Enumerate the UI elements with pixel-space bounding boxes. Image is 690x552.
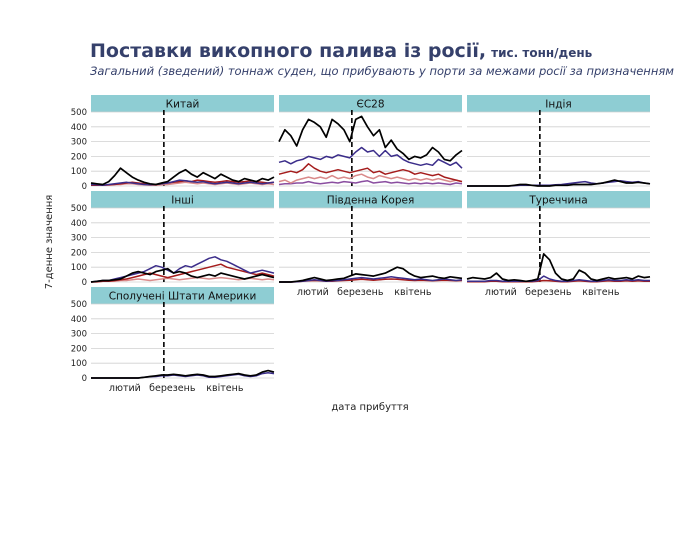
series-line bbox=[278, 146, 463, 169]
facet-strip bbox=[91, 287, 274, 304]
series-line bbox=[278, 173, 463, 184]
facet-strip bbox=[279, 95, 462, 112]
x-tick-label: лютий bbox=[109, 383, 141, 394]
y-tick-label: 100 bbox=[71, 263, 87, 273]
x-tick-label: лютий bbox=[485, 287, 517, 298]
facet-strip-label: Індія bbox=[545, 99, 571, 111]
y-tick-label: 100 bbox=[71, 167, 87, 177]
series-line bbox=[90, 267, 275, 283]
facet-strip-label: Туреччина bbox=[528, 195, 587, 207]
x-tick-label: березень bbox=[337, 287, 384, 298]
x-tick-label: квітень bbox=[582, 287, 620, 298]
y-tick-label: 500 bbox=[71, 204, 87, 214]
series-line bbox=[278, 163, 463, 183]
facet-strip bbox=[279, 191, 462, 208]
y-tick-label: 200 bbox=[71, 248, 87, 258]
chart-subtitle: Загальний (зведений) тоннаж суден, що пр… bbox=[90, 64, 674, 78]
y-tick-label: 200 bbox=[71, 152, 87, 162]
series-line bbox=[90, 256, 275, 283]
facet-strip-label: Сполучені Штати Америки bbox=[109, 291, 257, 303]
facet-strip bbox=[91, 191, 274, 208]
facet-panel: Індія bbox=[467, 95, 651, 187]
series-line bbox=[278, 180, 463, 186]
x-tick-label: квітень bbox=[206, 383, 244, 394]
x-tick-label: лютий bbox=[297, 287, 329, 298]
y-tick-label: 500 bbox=[71, 108, 87, 118]
x-tick-label: квітень bbox=[394, 287, 432, 298]
y-tick-label: 500 bbox=[71, 300, 87, 310]
y-tick-label: 400 bbox=[71, 219, 87, 229]
facet-strip-label: ЄС28 bbox=[356, 99, 384, 111]
facet-panel: ЄС28 bbox=[278, 95, 463, 187]
series-line bbox=[90, 179, 275, 187]
facet-strip bbox=[467, 95, 650, 112]
facet-panel: Туреччина лютий березень квітень bbox=[466, 191, 651, 298]
y-tick-label: 400 bbox=[71, 315, 87, 325]
title-unit: тис. тонн/день bbox=[491, 46, 593, 60]
series-line bbox=[466, 253, 651, 283]
y-tick-label: 0 bbox=[82, 374, 87, 384]
y-tick-label: 200 bbox=[71, 344, 87, 354]
y-tick-label: 300 bbox=[71, 330, 87, 340]
y-tick-label: 0 bbox=[82, 182, 87, 192]
series-line bbox=[90, 263, 275, 283]
series-line bbox=[279, 266, 463, 283]
x-tick-label: березень bbox=[525, 287, 572, 298]
y-tick-label: 0 bbox=[82, 278, 87, 288]
y-tick-label: 300 bbox=[71, 138, 87, 148]
facet-strip bbox=[467, 191, 650, 208]
series-line bbox=[467, 179, 651, 187]
title-main: Поставки викопного палива із росії, bbox=[90, 40, 487, 62]
facet-panel: Китай 0 100 200 300 400 500 bbox=[71, 95, 275, 192]
series-line bbox=[279, 276, 463, 283]
facet-strip-label: Китай bbox=[166, 99, 200, 111]
x-axis-label: дата прибуття bbox=[331, 402, 408, 413]
y-axis-label: 7-денне значення bbox=[44, 195, 55, 290]
chart-header: Поставки викопного палива із росії, тис.… bbox=[90, 40, 680, 78]
facet-strip-label: Інші bbox=[171, 195, 194, 207]
series-line bbox=[90, 167, 275, 186]
x-tick-label: березень bbox=[149, 383, 196, 394]
series-line bbox=[91, 369, 275, 379]
y-tick-label: 300 bbox=[71, 234, 87, 244]
series-line bbox=[467, 275, 650, 283]
facet-strip bbox=[91, 95, 274, 112]
facet-panel: Інші 0 100 200 300 400 500 bbox=[71, 191, 275, 288]
chart-title: Поставки викопного палива із росії, тис.… bbox=[90, 40, 680, 62]
facet-strip-label: Південна Корея bbox=[327, 195, 415, 207]
y-tick-label: 100 bbox=[71, 359, 87, 369]
facet-panel: Сполучені Штати Америки 0 100 200 300 400 500 л… bbox=[71, 287, 275, 394]
series-line bbox=[278, 115, 463, 162]
facet-panel: Південна Корея лютий березень квітень bbox=[279, 191, 463, 298]
y-tick-label: 400 bbox=[71, 123, 87, 133]
